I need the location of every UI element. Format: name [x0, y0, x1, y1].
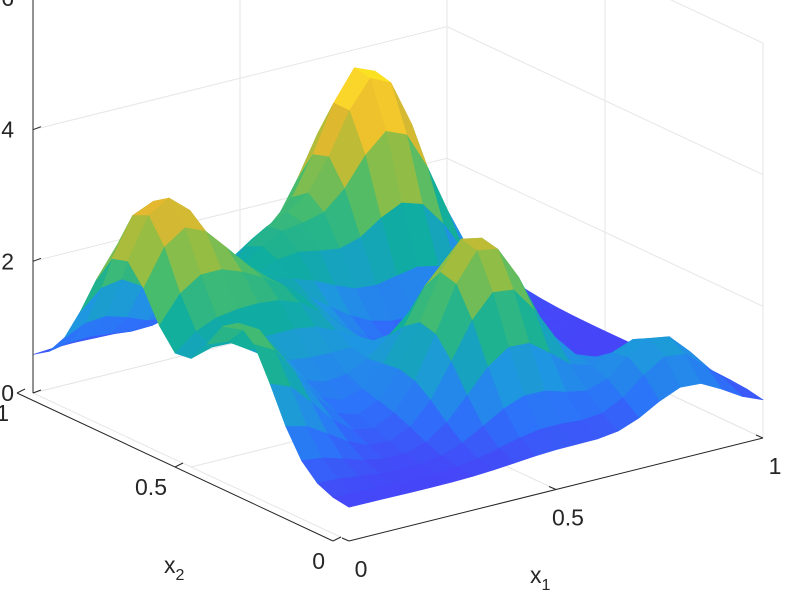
x1-tick-label: 1 [769, 453, 782, 479]
x2-tick-label: 0.5 [135, 474, 167, 500]
z-tick-mark [32, 389, 42, 394]
z-tick-label: 0 [1, 380, 14, 406]
x2-tick-label: 0 [312, 548, 325, 574]
x1-axis-label: x1 [530, 562, 551, 594]
z-tick-label: 4 [1, 117, 14, 143]
surface-face [332, 492, 371, 508]
x2-axis-label: x2 [164, 552, 185, 584]
surface-mesh [32, 67, 764, 508]
z-tick-label: 6 [1, 0, 14, 11]
z-tick-mark [32, 126, 42, 131]
tick-marks [16, 126, 764, 542]
x2-tick-mark [16, 388, 26, 394]
x1-tick-mark [755, 434, 764, 439]
x1-tick-label: 0.5 [552, 505, 584, 531]
x1-tick-label: 0 [355, 556, 368, 582]
z-tick-label: 2 [1, 248, 14, 274]
z-tick-mark [32, 257, 42, 262]
x1-tick-mark [548, 486, 557, 490]
x2-tick-label: 1 [0, 400, 9, 426]
x2-tick-mark [174, 462, 184, 468]
x1-tick-mark [341, 537, 350, 542]
x2-tick-mark [332, 536, 342, 542]
